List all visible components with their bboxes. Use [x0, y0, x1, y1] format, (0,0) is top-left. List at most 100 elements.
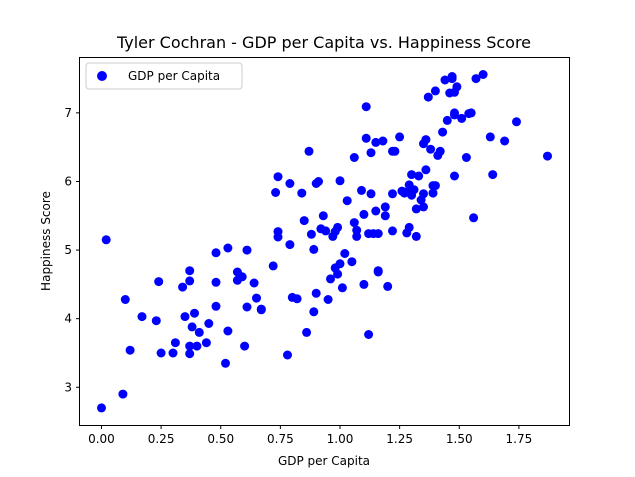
data-point: [168, 348, 178, 358]
data-point: [178, 282, 188, 292]
data-point: [359, 279, 369, 289]
data-point: [309, 244, 319, 254]
data-point: [309, 307, 319, 317]
data-point: [154, 277, 164, 287]
data-point: [156, 348, 166, 358]
data-point: [306, 229, 316, 239]
legend-box: [85, 62, 243, 90]
data-point: [118, 389, 128, 399]
legend: GDP per Capita: [85, 62, 243, 90]
data-point: [371, 206, 381, 216]
data-point: [512, 117, 521, 127]
data-point: [335, 176, 345, 186]
y-tick-label: 4: [64, 312, 72, 326]
y-axis-label: Happiness Score: [39, 191, 53, 291]
data-point: [151, 316, 161, 326]
data-point: [409, 185, 419, 195]
data-point: [223, 243, 233, 253]
data-point: [273, 232, 283, 242]
x-tick-label: 1.50: [446, 432, 473, 446]
data-points: [97, 70, 552, 413]
data-point: [283, 350, 292, 360]
data-point: [364, 330, 374, 339]
data-point: [426, 144, 436, 154]
data-point: [419, 189, 428, 199]
data-point: [366, 189, 376, 199]
x-tick-label: 0.00: [88, 432, 115, 446]
data-point: [337, 283, 347, 293]
data-point: [185, 349, 195, 359]
data-point: [438, 127, 448, 137]
data-point: [419, 202, 428, 212]
data-point: [326, 274, 335, 284]
data-point: [242, 245, 252, 255]
data-point: [411, 204, 421, 214]
data-point: [488, 170, 498, 180]
y-axis: 3 4 5 6 7: [64, 106, 80, 394]
legend-marker: [97, 71, 107, 81]
data-point: [302, 327, 312, 337]
y-tick-label: 7: [64, 106, 72, 120]
data-point: [366, 148, 376, 158]
x-tick-label: 0.50: [207, 432, 234, 446]
data-point: [428, 188, 438, 198]
x-tick-label: 1.75: [506, 432, 533, 446]
data-point: [380, 202, 390, 212]
data-point: [421, 135, 431, 145]
data-point: [383, 281, 393, 291]
data-point: [478, 70, 488, 79]
data-point: [471, 74, 481, 84]
x-tick-label: 0.75: [267, 432, 294, 446]
data-point: [223, 326, 233, 336]
data-point: [349, 153, 359, 162]
data-point: [125, 345, 135, 355]
x-tick-label: 1.25: [386, 432, 413, 446]
data-point: [318, 211, 328, 221]
data-point: [388, 189, 397, 199]
data-point: [221, 358, 230, 368]
data-point: [285, 179, 295, 188]
data-point: [347, 257, 357, 267]
data-point: [450, 171, 459, 181]
y-tick-label: 3: [64, 380, 72, 394]
data-point: [333, 222, 343, 232]
data-point: [185, 276, 195, 286]
data-point: [201, 338, 211, 348]
data-point: [371, 137, 381, 147]
data-point: [180, 312, 190, 322]
data-point: [311, 288, 321, 298]
data-point: [373, 229, 383, 239]
data-point: [461, 153, 471, 162]
data-point: [388, 226, 397, 236]
data-point: [404, 222, 414, 232]
data-point: [414, 171, 424, 181]
data-point: [457, 113, 467, 123]
data-point: [335, 259, 345, 269]
data-point: [423, 92, 433, 102]
data-point: [321, 226, 331, 236]
data-point: [252, 293, 261, 303]
data-point: [237, 272, 247, 282]
data-point: [485, 132, 495, 142]
data-point: [352, 225, 362, 235]
data-point: [380, 211, 390, 221]
data-point: [299, 216, 309, 226]
data-point: [361, 133, 371, 143]
data-point: [240, 341, 250, 351]
data-point: [500, 136, 510, 146]
data-point: [268, 261, 278, 271]
data-point: [373, 267, 383, 277]
data-point: [204, 319, 214, 328]
legend-label: GDP per Capita: [128, 69, 220, 83]
y-tick-label: 6: [64, 174, 72, 188]
data-point: [211, 248, 221, 258]
x-tick-label: 1.00: [327, 432, 354, 446]
data-point: [211, 301, 221, 311]
data-point: [342, 196, 352, 206]
data-point: [170, 338, 180, 348]
data-point: [190, 308, 199, 318]
data-point: [273, 172, 283, 182]
data-point: [314, 177, 323, 186]
data-point: [469, 213, 479, 223]
data-point: [447, 74, 457, 84]
